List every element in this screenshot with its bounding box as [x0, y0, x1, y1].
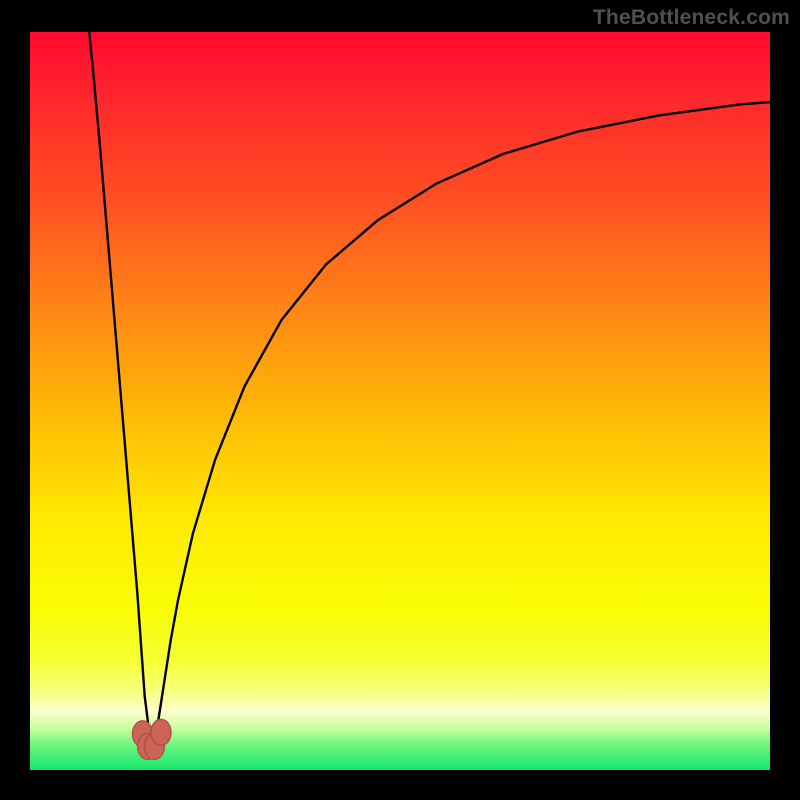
trough-marker-3 [151, 719, 171, 745]
bottleneck-chart [0, 0, 800, 800]
watermark-text: TheBottleneck.com [593, 6, 790, 30]
